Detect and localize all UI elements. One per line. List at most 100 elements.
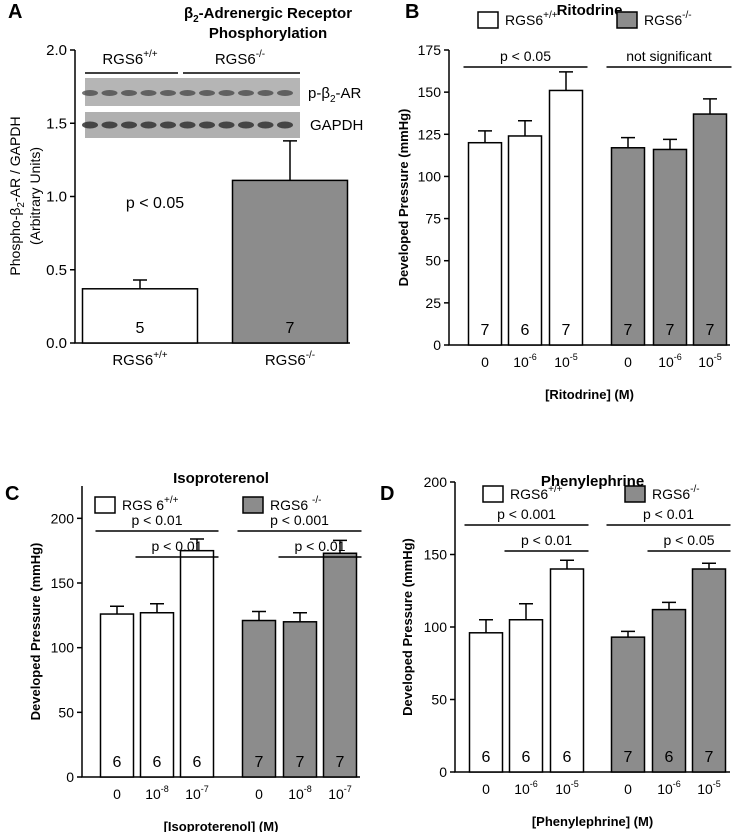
chart-title: Phenylephrine xyxy=(541,473,644,490)
n-label: 7 xyxy=(481,322,490,339)
western-blot xyxy=(82,72,300,138)
x-tick-label: 0 xyxy=(624,781,632,797)
chart-title: Ritodrine xyxy=(557,2,623,19)
significance-label: p < 0.01 xyxy=(643,506,694,522)
n-label: 6 xyxy=(113,754,122,771)
y-axis-label: Phospho-β2-AR / GAPDH xyxy=(7,116,27,275)
x-tick-label: 10-8 xyxy=(288,784,312,802)
x-tick-label-sup: -5 xyxy=(571,779,579,789)
y-tick-label: 200 xyxy=(51,510,75,526)
bar xyxy=(652,148,688,346)
n-label: 6 xyxy=(563,749,572,766)
bar xyxy=(81,288,199,344)
legend-label-sup: -/- xyxy=(312,495,321,506)
error-bar xyxy=(110,605,124,615)
x-tick-label: 10-6 xyxy=(513,352,537,370)
x-tick-label: 0 xyxy=(482,781,490,797)
n-label: 7 xyxy=(336,754,345,771)
significance-label: p < 0.05 xyxy=(664,532,715,548)
x-tick-label-sup: -7 xyxy=(344,784,352,794)
panel-letter: A xyxy=(8,1,22,23)
error-bar xyxy=(518,120,532,136)
x-tick-label-sup: -7 xyxy=(201,784,209,794)
panel-letter: C xyxy=(5,483,19,505)
n-label: 7 xyxy=(624,322,633,339)
bar xyxy=(610,147,646,346)
x-tick-label-base: RGS6 xyxy=(112,352,153,369)
significance-label: p < 0.001 xyxy=(497,506,556,522)
x-tick-label-base: 0 xyxy=(481,354,489,370)
band-part: p-β xyxy=(308,85,330,102)
bar xyxy=(99,613,135,778)
x-axis-label: [Ritodrine] (M) xyxy=(545,387,634,402)
x-tick-label: 0 xyxy=(481,354,489,370)
legend-swatch xyxy=(616,11,638,29)
bar xyxy=(179,549,215,778)
x-tick-label: 10-8 xyxy=(145,784,169,802)
blot-band xyxy=(218,121,235,129)
x-tick-label: RGS6-/- xyxy=(265,350,315,369)
x-tick-label-base: 0 xyxy=(624,781,632,797)
x-tick-label: 10-7 xyxy=(328,784,352,802)
blot-group-label-sup: +/+ xyxy=(143,49,158,60)
x-tick-label: 10-6 xyxy=(514,779,538,797)
y-axis-label: (Arbitrary Units) xyxy=(27,147,43,245)
legend-swatch xyxy=(94,496,116,514)
error-bar xyxy=(293,611,307,622)
x-tick-label: RGS6+/+ xyxy=(112,350,167,369)
x-tick-label-sup: -8 xyxy=(161,784,169,794)
x-tick-label-base: 10 xyxy=(697,781,713,797)
error-bar xyxy=(621,630,635,638)
legend-swatch xyxy=(477,11,499,29)
blot-band xyxy=(160,90,176,96)
blot-band xyxy=(199,121,215,129)
x-tick-label-sup: -5 xyxy=(713,779,721,789)
x-tick-label: 10-6 xyxy=(657,779,681,797)
n-label: 6 xyxy=(665,749,674,766)
significance-label: not significant xyxy=(626,48,712,64)
blot-band xyxy=(277,90,293,96)
error-bar xyxy=(703,98,717,115)
y-tick-label: 200 xyxy=(424,474,448,490)
bar xyxy=(139,611,175,778)
x-tick-label-base: 10 xyxy=(513,354,529,370)
panel-letter: D xyxy=(380,483,394,505)
chart-title: Phosphorylation xyxy=(209,25,327,42)
blot-band xyxy=(199,90,215,96)
y-tick-label: 2.0 xyxy=(46,42,67,59)
blot-band xyxy=(257,90,274,96)
bar xyxy=(508,619,544,773)
bar xyxy=(282,621,318,778)
y-tick-label: 1.5 xyxy=(46,115,67,132)
y-tick-label: 125 xyxy=(418,126,442,142)
blot-band-label: p-β2-AR xyxy=(308,85,362,105)
legend-label-base: RGS6 xyxy=(644,12,682,28)
x-tick-label-sup: -6 xyxy=(530,779,538,789)
n-label: 5 xyxy=(136,320,145,337)
bar xyxy=(549,568,585,773)
legend-label-sup: -/- xyxy=(682,10,691,21)
error-bar xyxy=(702,562,716,569)
bar xyxy=(651,608,687,773)
y-axis-label: Developed Pressure (mmHg) xyxy=(400,538,415,716)
significance-label: p < 0.01 xyxy=(132,512,183,528)
y-tick-label: 100 xyxy=(51,640,75,656)
blot-band-label: GAPDH xyxy=(310,117,363,134)
significance-label: p < 0.01 xyxy=(152,538,203,554)
y-tick-label: 150 xyxy=(418,84,442,100)
y-tick-label: 0.5 xyxy=(46,262,67,279)
n-label: 7 xyxy=(706,322,715,339)
error-bar xyxy=(478,130,492,143)
x-tick-label-sup: -/- xyxy=(306,350,315,361)
legend-label-base: RGS6 xyxy=(510,486,548,502)
bar xyxy=(231,179,349,344)
x-tick-label: 10-5 xyxy=(697,779,721,797)
n-label: 7 xyxy=(286,320,295,337)
bar xyxy=(468,632,504,773)
ylabel-part: -AR / GAPDH xyxy=(7,116,23,202)
x-tick-label-base: 10 xyxy=(288,786,304,802)
band-sub: 2 xyxy=(330,94,336,105)
y-tick-label: 25 xyxy=(425,295,441,311)
band-part: -AR xyxy=(336,85,362,102)
legend-swatch xyxy=(624,485,646,503)
